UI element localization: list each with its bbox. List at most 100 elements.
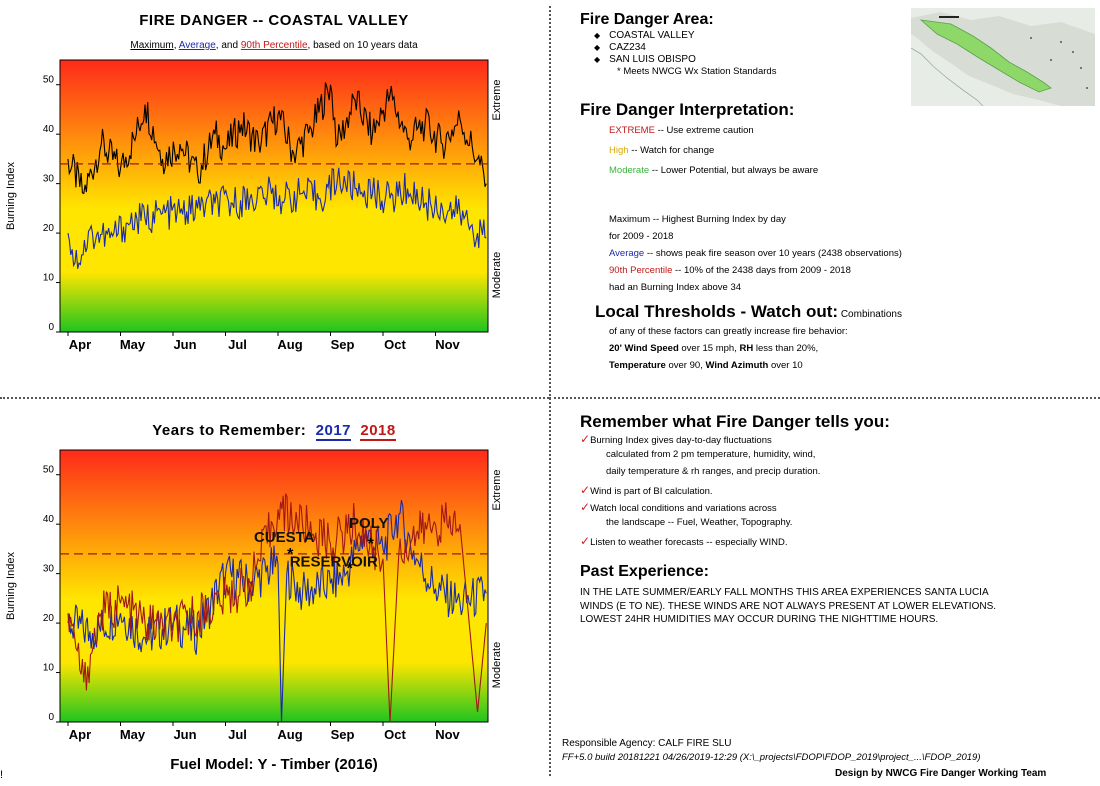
subtitle-tail: , based on 10 years data — [308, 40, 418, 51]
legend-average-label: Average — [609, 248, 644, 259]
y-tick-label: 10 — [43, 663, 55, 674]
legend-average: Average -- shows peak fire season over 1… — [609, 248, 902, 259]
past-line: IN THE LATE SUMMER/EARLY FALL MONTHS THI… — [580, 586, 1100, 600]
moderate-label: Moderate — [609, 165, 649, 176]
x-tick-label: Apr — [69, 337, 91, 352]
y-tick-label: 30 — [43, 174, 55, 185]
x-tick-label: Oct — [384, 337, 406, 352]
past-experience-text: IN THE LATE SUMMER/EARLY FALL MONTHS THI… — [580, 586, 1100, 627]
horizontal-divider-left — [0, 397, 549, 399]
year-2018-label: 2018 — [360, 422, 395, 441]
extreme-label: EXTREME — [609, 125, 655, 136]
high-label: High — [609, 145, 629, 156]
remember-text: Listen to weather forecasts -- especiall… — [590, 537, 787, 548]
top-chart-subtitle: Maximum, Average, and 90th Percentile, b… — [60, 40, 488, 51]
thresholds-wind-rh: 20' Wind Speed over 15 mph, RH less than… — [609, 343, 818, 354]
y-tick-label: 30 — [43, 564, 55, 575]
y-tick-label: 50 — [43, 75, 55, 86]
moderate-band-label: Moderate — [491, 642, 503, 688]
annotation-label: POLY — [349, 515, 388, 532]
top-chart-title: FIRE DANGER -- COASTAL VALLEY — [60, 12, 488, 29]
x-tick-label: Sep — [331, 727, 355, 742]
x-tick-label: Apr — [69, 727, 91, 742]
remember-heading: Remember what Fire Danger tells you: — [580, 412, 1095, 431]
thresholds-temp-azimuth: Temperature over 90, Wind Azimuth over 1… — [609, 360, 803, 371]
legend-90th-text: -- 10% of the 2438 days from 2009 - 2018 — [675, 265, 851, 276]
past-line: WINDS (E TO NE). THESE WINDS ARE NOT ALW… — [580, 600, 1100, 614]
past-experience-section: Past Experience: IN THE LATE SUMMER/EARL… — [580, 562, 1095, 632]
annotation-label: RESERVOIR — [290, 554, 378, 571]
x-tick-label: May — [120, 727, 146, 742]
thresholds-line1: of any of these factors can greatly incr… — [609, 326, 848, 337]
thresholds-header: Local Thresholds - Watch out: Combinatio… — [595, 302, 902, 321]
subtitle-90th-percentile: 90th Percentile — [241, 40, 308, 51]
checkmark-icon: ✓ — [580, 483, 590, 497]
extreme-band-label: Extreme — [491, 80, 503, 121]
remember-line: ✓Watch local conditions and variations a… — [580, 500, 777, 514]
y-tick-label: 50 — [43, 465, 55, 476]
vertical-divider — [549, 6, 551, 776]
rh-label: RH — [739, 343, 753, 354]
x-tick-label: Jul — [228, 337, 247, 352]
moderate-row: Moderate -- Lower Potential, but always … — [609, 165, 818, 176]
remember-section: Remember what Fire Danger tells you: ✓Bu… — [580, 412, 1095, 552]
y-tick-label: 10 — [43, 273, 55, 284]
subtitle-sep2: , and — [216, 40, 241, 51]
y-tick-label: 0 — [48, 322, 54, 333]
y-tick-label: 20 — [43, 223, 55, 234]
build-info: FF+5.0 build 20181221 04/26/2019-12:29 (… — [562, 752, 981, 763]
temperature-text: over 90, — [666, 360, 706, 371]
extreme-band-label: Extreme — [491, 470, 503, 511]
remember-text: Watch local conditions and variations ac… — [590, 503, 777, 514]
x-tick-label: Nov — [435, 727, 460, 742]
extreme-row: EXTREME -- Use extreme caution — [609, 125, 754, 136]
horizontal-divider-right — [549, 397, 1100, 399]
x-tick-label: Jun — [173, 337, 196, 352]
x-tick-label: Oct — [384, 727, 406, 742]
moderate-band-label: Moderate — [491, 252, 503, 298]
responsible-agency: Responsible Agency: CALF FIRE SLU — [562, 738, 732, 749]
remember-line: daily temperature & rh ranges, and preci… — [606, 466, 820, 477]
top-burning-index-chart: 0 10 20 30 40 50 Burning Index Apr May Jun Jul Aug S… — [0, 56, 549, 396]
temperature-label: Temperature — [609, 360, 666, 371]
legend-average-text: -- shows peak fire season over 10 years … — [647, 248, 902, 259]
legend-maximum: Maximum -- Highest Burning Index by day — [609, 214, 786, 225]
y-tick-label: 40 — [43, 124, 55, 135]
checkmark-icon: ✓ — [580, 500, 590, 514]
x-tick-label: Jul — [228, 727, 247, 742]
plot-area — [60, 60, 488, 332]
fuel-model-title: Fuel Model: Y - Timber (2016) — [60, 756, 488, 773]
moderate-text: -- Lower Potential, but always be aware — [652, 165, 818, 176]
interpretation-section: Fire Danger Interpretation: EXTREME -- U… — [580, 100, 1095, 390]
past-line: LOWEST 24HR HUMIDITIES MAY OCCUR DURING … — [580, 613, 1100, 627]
high-text: -- Watch for change — [631, 145, 714, 156]
thresholds-heading-tail: Combinations — [841, 309, 902, 320]
extreme-text: -- Use extreme caution — [658, 125, 754, 136]
bottom-chart-title: Years to Remember: 2017 2018 — [60, 422, 488, 439]
wind-speed-label: 20' Wind Speed — [609, 343, 679, 354]
legend-90th: 90th Percentile -- 10% of the 2438 days … — [609, 265, 851, 276]
x-tick-label: Nov — [435, 337, 460, 352]
remember-line: the landscape -- Fuel, Weather, Topograp… — [606, 517, 792, 528]
x-tick-label: Aug — [277, 337, 302, 352]
subtitle-maximum: Maximum — [130, 40, 173, 51]
y-tick-label: 40 — [43, 514, 55, 525]
checkmark-icon: ✓ — [580, 432, 590, 446]
wind-speed-text: over 15 mph, — [679, 343, 740, 354]
x-tick-label: Sep — [331, 337, 355, 352]
year-2017-label: 2017 — [316, 422, 351, 441]
legend-90th-label: 90th Percentile — [609, 265, 672, 276]
x-tick-label: Aug — [277, 727, 302, 742]
x-tick-label: May — [120, 337, 146, 352]
remember-text: Wind is part of BI calculation. — [590, 486, 713, 497]
thresholds-heading: Local Thresholds - Watch out: — [595, 302, 838, 321]
remember-text: Burning Index gives day-to-day fluctuati… — [590, 435, 772, 446]
design-credit: Design by NWCG Fire Danger Working Team — [835, 768, 1046, 779]
y-tick-label: 0 — [48, 712, 54, 723]
remember-line: ✓Listen to weather forecasts -- especial… — [580, 534, 788, 548]
past-experience-heading: Past Experience: — [580, 562, 1095, 581]
legend-90th-threshold: had an Burning Index above 34 — [609, 282, 741, 293]
wind-azimuth-text: over 10 — [768, 360, 802, 371]
remember-line: calculated from 2 pm temperature, humidi… — [606, 449, 815, 460]
rh-text: less than 20%, — [753, 343, 818, 354]
